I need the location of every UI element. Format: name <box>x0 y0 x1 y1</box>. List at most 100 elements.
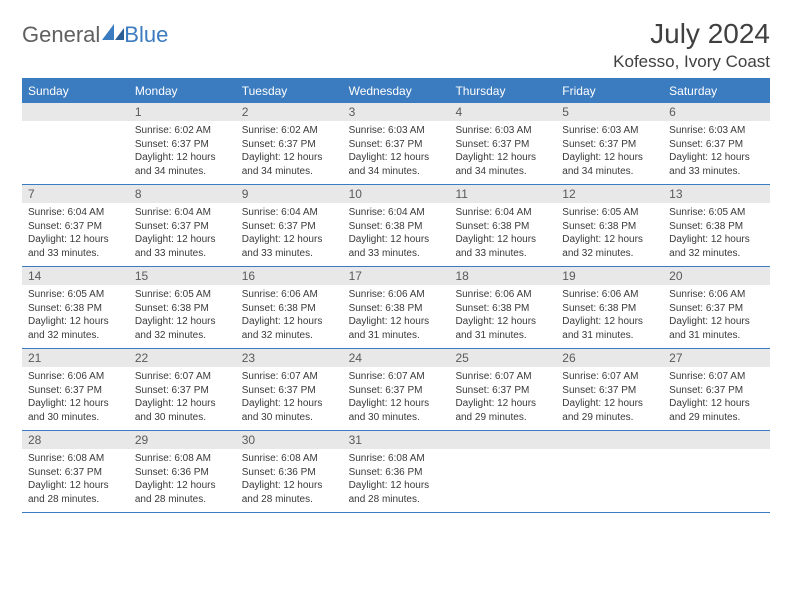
daylight-text: Daylight: 12 hours and 28 minutes. <box>135 479 230 506</box>
day-body: Sunrise: 6:02 AMSunset: 6:37 PMDaylight:… <box>129 121 236 184</box>
sunrise-text: Sunrise: 6:04 AM <box>349 206 444 220</box>
day-number: 27 <box>663 349 770 367</box>
day-body: Sunrise: 6:05 AMSunset: 6:38 PMDaylight:… <box>129 285 236 348</box>
sunrise-text: Sunrise: 6:08 AM <box>135 452 230 466</box>
day-number: 22 <box>129 349 236 367</box>
daylight-text: Daylight: 12 hours and 31 minutes. <box>669 315 764 342</box>
day-cell: 23Sunrise: 6:07 AMSunset: 6:37 PMDayligh… <box>236 349 343 430</box>
daylight-text: Daylight: 12 hours and 33 minutes. <box>669 151 764 178</box>
sunrise-text: Sunrise: 6:04 AM <box>135 206 230 220</box>
day-number: 10 <box>343 185 450 203</box>
day-body: Sunrise: 6:07 AMSunset: 6:37 PMDaylight:… <box>129 367 236 430</box>
logo: General Blue <box>22 18 168 48</box>
day-body: Sunrise: 6:05 AMSunset: 6:38 PMDaylight:… <box>663 203 770 266</box>
sunset-text: Sunset: 6:37 PM <box>455 384 550 398</box>
day-cell: 3Sunrise: 6:03 AMSunset: 6:37 PMDaylight… <box>343 103 450 184</box>
day-cell: 29 Sunrise: 6:08 AMSunset: 6:36 PMDayligh… <box>129 431 236 512</box>
daylight-text: Daylight: 12 hours and 33 minutes. <box>349 233 444 260</box>
day-number: 29 <box>129 431 236 449</box>
dow-monday: Monday <box>129 79 236 103</box>
weeks-container: 1Sunrise: 6:02 AMSunset: 6:37 PMDaylight… <box>22 103 770 513</box>
day-cell: 19Sunrise: 6:06 AMSunset: 6:38 PMDayligh… <box>556 267 663 348</box>
logo-text-blue: Blue <box>124 22 168 48</box>
day-cell: 30Sunrise: 6:08 AMSunset: 6:36 PMDayligh… <box>236 431 343 512</box>
daylight-text: Daylight: 12 hours and 32 minutes. <box>28 315 123 342</box>
week-row: 14Sunrise: 6:05 AMSunset: 6:38 PMDayligh… <box>22 267 770 349</box>
sunset-text: Sunset: 6:38 PM <box>562 302 657 316</box>
sunrise-text: Sunrise: 6:06 AM <box>28 370 123 384</box>
day-body: Sunrise: 6:05 AMSunset: 6:38 PMDaylight:… <box>556 203 663 266</box>
sunrise-text: Sunrise: 6:06 AM <box>562 288 657 302</box>
dow-tuesday: Tuesday <box>236 79 343 103</box>
day-body: Sunrise: 6:06 AMSunset: 6:38 PMDaylight:… <box>343 285 450 348</box>
sunset-text: Sunset: 6:37 PM <box>349 384 444 398</box>
day-number: 14 <box>22 267 129 285</box>
title-block: July 2024 Kofesso, Ivory Coast <box>613 18 770 72</box>
sunrise-text: Sunrise: 6:06 AM <box>669 288 764 302</box>
day-cell: 15Sunrise: 6:05 AMSunset: 6:38 PMDayligh… <box>129 267 236 348</box>
sunrise-text: Sunrise: 6:07 AM <box>349 370 444 384</box>
daylight-text: Daylight: 12 hours and 32 minutes. <box>135 315 230 342</box>
day-cell <box>22 103 129 184</box>
sunset-text: Sunset: 6:38 PM <box>455 302 550 316</box>
sunset-text: Sunset: 6:36 PM <box>135 466 230 480</box>
daylight-text: Daylight: 12 hours and 34 minutes. <box>562 151 657 178</box>
day-number: 20 <box>663 267 770 285</box>
sunrise-text: Sunrise: 6:07 AM <box>242 370 337 384</box>
day-cell: 21Sunrise: 6:06 AMSunset: 6:37 PMDayligh… <box>22 349 129 430</box>
day-body <box>22 121 129 130</box>
day-number: 3 <box>343 103 450 121</box>
week-row: 1Sunrise: 6:02 AMSunset: 6:37 PMDaylight… <box>22 103 770 185</box>
sunrise-text: Sunrise: 6:08 AM <box>349 452 444 466</box>
sunset-text: Sunset: 6:37 PM <box>242 138 337 152</box>
sunrise-text: Sunrise: 6:06 AM <box>349 288 444 302</box>
day-cell: 7Sunrise: 6:04 AMSunset: 6:37 PMDaylight… <box>22 185 129 266</box>
sunset-text: Sunset: 6:38 PM <box>135 302 230 316</box>
day-cell: 25Sunrise: 6:07 AMSunset: 6:37 PMDayligh… <box>449 349 556 430</box>
day-number: 21 <box>22 349 129 367</box>
daylight-text: Daylight: 12 hours and 28 minutes. <box>28 479 123 506</box>
day-cell: 10Sunrise: 6:04 AMSunset: 6:38 PMDayligh… <box>343 185 450 266</box>
day-cell: 26Sunrise: 6:07 AMSunset: 6:37 PMDayligh… <box>556 349 663 430</box>
day-body: Sunrise: 6:04 AMSunset: 6:38 PMDaylight:… <box>449 203 556 266</box>
sunset-text: Sunset: 6:37 PM <box>669 302 764 316</box>
day-body <box>449 449 556 458</box>
day-cell: 22Sunrise: 6:07 AMSunset: 6:37 PMDayligh… <box>129 349 236 430</box>
day-cell: 6Sunrise: 6:03 AMSunset: 6:37 PMDaylight… <box>663 103 770 184</box>
sunrise-text: Sunrise: 6:05 AM <box>669 206 764 220</box>
day-cell: 18Sunrise: 6:06 AMSunset: 6:38 PMDayligh… <box>449 267 556 348</box>
day-number: 13 <box>663 185 770 203</box>
sunset-text: Sunset: 6:37 PM <box>242 384 337 398</box>
day-body: Sunrise: 6:07 AMSunset: 6:37 PMDaylight:… <box>449 367 556 430</box>
day-cell: 31Sunrise: 6:08 AMSunset: 6:36 PMDayligh… <box>343 431 450 512</box>
day-number: 6 <box>663 103 770 121</box>
sunset-text: Sunset: 6:37 PM <box>135 138 230 152</box>
daylight-text: Daylight: 12 hours and 34 minutes. <box>349 151 444 178</box>
daylight-text: Daylight: 12 hours and 32 minutes. <box>562 233 657 260</box>
daylight-text: Daylight: 12 hours and 33 minutes. <box>455 233 550 260</box>
dow-sunday: Sunday <box>22 79 129 103</box>
day-cell: 1Sunrise: 6:02 AMSunset: 6:37 PMDaylight… <box>129 103 236 184</box>
sunset-text: Sunset: 6:38 PM <box>669 220 764 234</box>
sunset-text: Sunset: 6:38 PM <box>349 302 444 316</box>
daylight-text: Daylight: 12 hours and 29 minutes. <box>455 397 550 424</box>
dow-thursday: Thursday <box>449 79 556 103</box>
dow-saturday: Saturday <box>663 79 770 103</box>
sunrise-text: Sunrise: 6:07 AM <box>562 370 657 384</box>
day-cell: 14Sunrise: 6:05 AMSunset: 6:38 PMDayligh… <box>22 267 129 348</box>
location-label: Kofesso, Ivory Coast <box>613 52 770 72</box>
day-number: 7 <box>22 185 129 203</box>
day-number: 24 <box>343 349 450 367</box>
sunrise-text: Sunrise: 6:05 AM <box>28 288 123 302</box>
sunset-text: Sunset: 6:36 PM <box>242 466 337 480</box>
day-cell: 4Sunrise: 6:03 AMSunset: 6:37 PMDaylight… <box>449 103 556 184</box>
day-number: 1 <box>129 103 236 121</box>
daylight-text: Daylight: 12 hours and 30 minutes. <box>349 397 444 424</box>
day-body: Sunrise: 6:07 AMSunset: 6:37 PMDaylight:… <box>343 367 450 430</box>
day-body: Sunrise: 6:06 AMSunset: 6:38 PMDaylight:… <box>449 285 556 348</box>
sunset-text: Sunset: 6:37 PM <box>349 138 444 152</box>
daylight-text: Daylight: 12 hours and 34 minutes. <box>135 151 230 178</box>
day-body: Sunrise: 6:07 AMSunset: 6:37 PMDaylight:… <box>236 367 343 430</box>
day-body: Sunrise: 6:04 AMSunset: 6:38 PMDaylight:… <box>343 203 450 266</box>
day-body: Sunrise: 6:03 AMSunset: 6:37 PMDaylight:… <box>449 121 556 184</box>
